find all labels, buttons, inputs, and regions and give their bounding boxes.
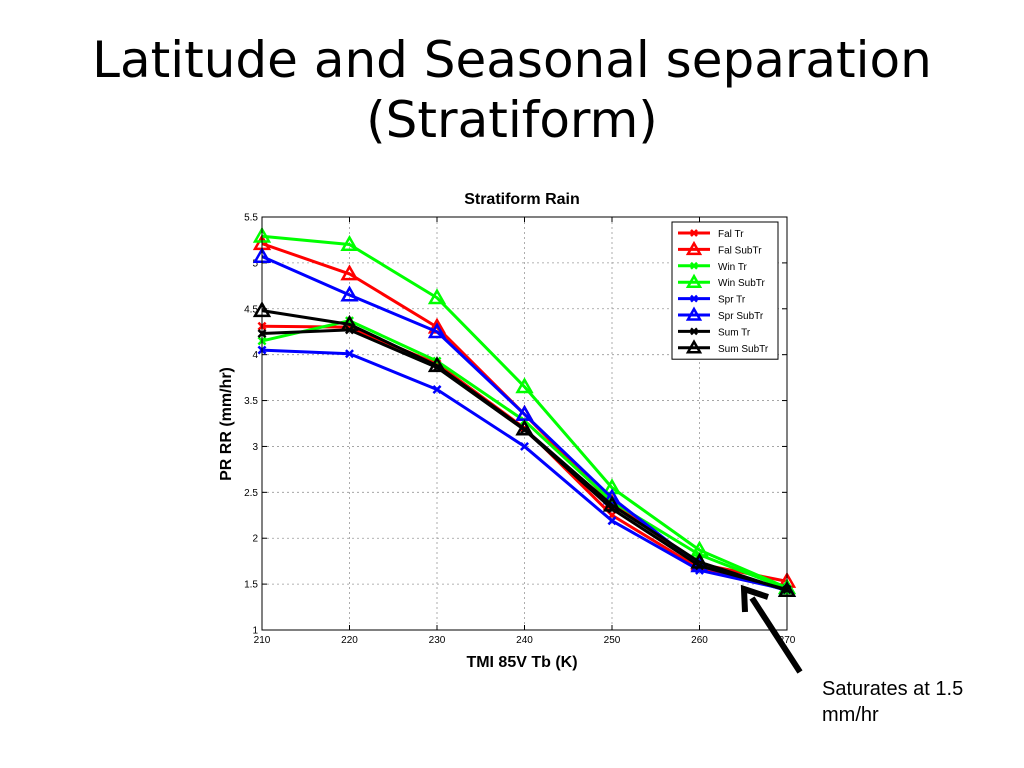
legend-marker [685,273,703,288]
y-tick-label: 2.5 [244,488,258,499]
series-line-win-subtr [261,234,788,590]
legend-marker [690,229,698,237]
slide-title: Latitude and Seasonal separation (Strati… [0,30,1024,150]
legend-marker [690,294,698,303]
data-point-win-subtr [427,288,447,305]
data-point-sum-subtr [602,495,622,512]
legend-label: Sum SubTr [718,344,769,355]
series-line-sum-subtr [261,309,788,592]
legend: Fal Tr Fal SubTr Win Tr Win SubTr Spr Tr Spr … [671,221,779,360]
y-tick-label: 5 [252,258,258,269]
y-tick-label: 2 [252,534,258,545]
legend-item-fal-tr: Fal Tr [678,229,744,240]
x-tick-label: 230 [429,635,446,646]
legend-marker [690,261,698,270]
data-point-sum-subtr [515,419,534,436]
x-tick-label: 240 [516,635,533,646]
legend-label: Spr Tr [718,295,746,306]
legend-item-sum-subtr: Sum SubTr [678,339,769,355]
y-tick-label: 1.5 [244,580,258,591]
data-point-spr-subtr [602,488,622,505]
legend-label: Fal SubTr [718,245,762,256]
legend-item-spr-subtr: Spr SubTr [678,306,764,322]
legend-marker [685,240,703,256]
legend-box [671,221,779,360]
y-axis-label: PR RR (mm/hr) [218,367,235,481]
saturation-arrow [740,584,803,674]
x-tick-label: 270 [779,635,796,646]
data-point-spr-tr [520,441,529,451]
slide-title-line-1: Latitude and Seasonal separation [92,31,932,89]
legend-marker [685,306,703,321]
x-tick-label: 220 [341,635,358,646]
legend-item-win-subtr: Win SubTr [678,273,766,289]
legend-item-spr-tr: Spr Tr [678,295,746,306]
data-point-spr-tr [432,385,442,395]
data-point-win-subtr [340,235,359,252]
saturation-annotation: Saturates at 1.5 mm/hr [822,678,964,726]
legend-marker [685,339,703,354]
x-tick-label: 260 [691,635,708,646]
data-point-sum-subtr [690,552,709,569]
x-tick-label: 210 [254,635,271,646]
y-tick-label: 5.5 [244,213,258,224]
legend-marker [690,327,698,336]
data-point-spr-subtr [340,285,359,302]
legend-label: Sum Tr [718,327,751,338]
legend-item-win-tr: Win Tr [678,262,748,273]
data-point-spr-tr [345,349,354,359]
y-tick-label: 3.5 [244,396,258,407]
y-tick-label: 3 [252,442,258,453]
plot-frame [261,216,788,631]
data-point-sum-subtr [427,356,447,373]
x-axis-label: TMI 85V Tb (K) [466,654,577,671]
y-tick-label: 4.5 [244,304,258,315]
legend-label: Win SubTr [718,278,766,289]
data-point-sum-subtr [340,314,359,331]
y-tick-label: 4 [252,350,258,361]
data-point-spr-subtr [427,322,447,339]
legend-label: Fal Tr [718,229,744,240]
slide-title-line-2: (Stratiform) [366,91,658,149]
legend-item-sum-tr: Sum Tr [678,327,751,338]
data-point-spr-tr [607,516,617,526]
x-tick-label: 250 [604,635,621,646]
legend-label: Spr SubTr [718,311,764,322]
data-point-win-subtr [515,377,534,394]
data-point-fal-subtr [340,264,359,281]
chart-title: Stratiform Rain [464,191,580,208]
y-tick-label: 1 [252,626,258,637]
legend-item-fal-subtr: Fal SubTr [678,240,762,256]
series-lines [252,226,797,598]
legend-label: Win Tr [718,262,748,273]
